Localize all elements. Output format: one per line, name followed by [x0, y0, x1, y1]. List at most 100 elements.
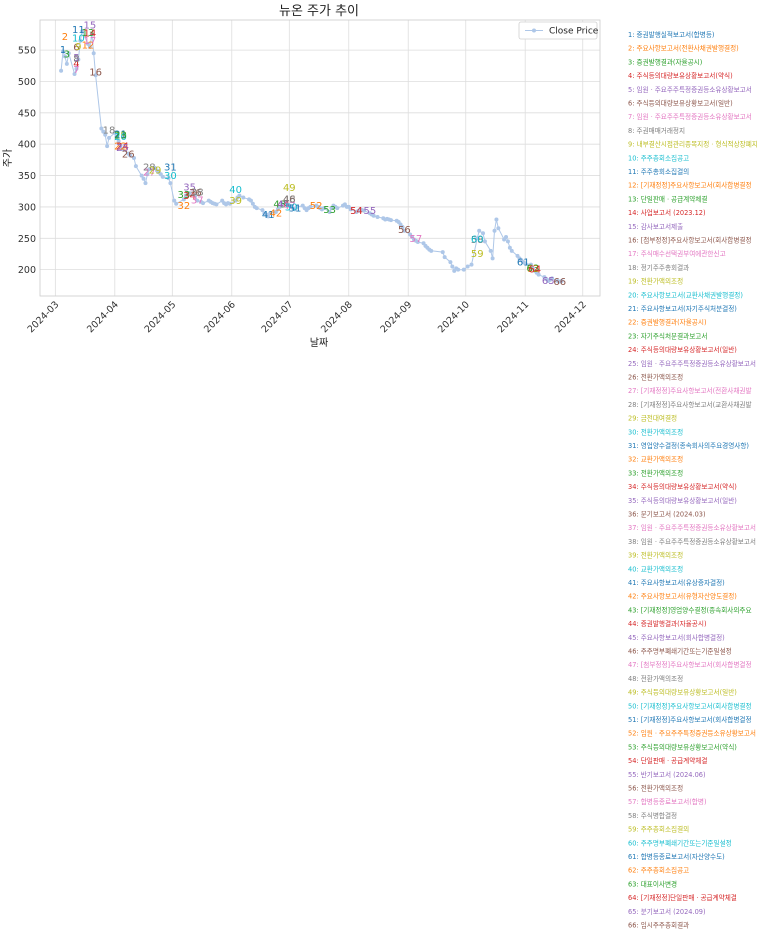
price-point	[448, 260, 453, 265]
price-point	[181, 197, 186, 202]
event-number-label: 18	[103, 125, 116, 136]
price-point	[195, 198, 200, 203]
price-point	[174, 201, 179, 206]
price-point	[166, 176, 171, 181]
price-point	[233, 198, 238, 203]
event-legend-item: 65: 분기보고서 (2024.09)	[628, 907, 706, 916]
price-point	[201, 201, 206, 206]
price-point	[469, 262, 474, 267]
price-point	[227, 201, 232, 206]
y-axis-title: 주가	[2, 149, 14, 167]
price-point	[260, 208, 265, 213]
price-point	[327, 209, 332, 214]
event-legend-item: 14: 사업보고서 (2023.12)	[628, 208, 706, 217]
y-tick-label: 250	[18, 234, 36, 245]
event-legend-item: 23: 자기주식처분결과보고서	[628, 331, 707, 340]
event-number-label: 24	[116, 142, 129, 153]
price-point	[85, 41, 90, 46]
event-legend-item: 43: [기재정정]영업양수결정(종속회사의주요	[628, 605, 752, 614]
price-point	[160, 174, 165, 179]
price-point	[504, 235, 509, 240]
price-point	[321, 206, 326, 211]
legend-marker-swatch	[532, 28, 536, 33]
price-point	[116, 139, 121, 144]
event-legend-item: 34: 주식등의대량보유상황보고서(약식)	[628, 482, 737, 491]
event-number-label: 55	[363, 206, 376, 217]
event-number-label: 38	[191, 187, 204, 198]
price-point	[101, 129, 106, 134]
price-point	[481, 231, 486, 236]
event-legend-item: 1: 증권발행실적보고서(합병등)	[628, 30, 714, 39]
event-number-label: 53	[323, 205, 336, 216]
price-point	[266, 214, 271, 219]
price-point	[62, 54, 67, 59]
event-legend-item: 42: 주요사항보고서(유형자산양도결정)	[628, 592, 737, 601]
event-number-label: 10	[72, 34, 85, 45]
price-point	[268, 211, 273, 216]
event-number-label: 4	[73, 59, 79, 70]
price-point	[237, 193, 242, 198]
x-tick-label: 2024-10	[436, 299, 472, 335]
price-point	[187, 191, 192, 196]
event-legend-item: 41: 주요사항보고서(유상증자결정)	[628, 578, 725, 587]
event-number-label: 9	[75, 42, 81, 53]
event-legend-item: 48: 전환가액의조정	[628, 674, 683, 683]
event-legend-item: 16: [첨부정정]주요사항보고서(회사합병결정	[628, 236, 752, 245]
event-legend-item: 64: [기재정정]단일판매ㆍ공급계약체결	[628, 893, 737, 902]
price-point	[168, 181, 173, 186]
plot-frame	[39, 19, 601, 297]
event-legend-item: 52: 임원ㆍ주요주주특정증권등소유상황보고서	[628, 729, 756, 738]
x-tick-label: 2024-06	[202, 299, 238, 335]
event-number-label: 20	[114, 132, 127, 143]
price-point	[254, 206, 259, 211]
event-legend-item: 56: 전환가액의조정	[628, 784, 683, 793]
event-legend-item: 45: 주요사항보고서(회사합병결정)	[628, 633, 725, 642]
x-tick-label: 2024-12	[553, 299, 589, 335]
event-legend-item: 13: 단일판매ㆍ공급계약체결	[628, 194, 707, 203]
price-point	[277, 204, 282, 209]
event-legend-item: 8: 주권매매거래정지	[628, 126, 685, 135]
price-point	[402, 228, 407, 233]
event-legend-item: 55: 반기보고서 (2024.06)	[628, 770, 706, 779]
event-number-label: 31	[164, 162, 177, 173]
legend-box: Close Price	[518, 21, 599, 40]
price-point	[440, 250, 445, 255]
event-labels: 1234567891011121314151617181920212223242…	[60, 21, 566, 289]
event-number-label: 66	[553, 277, 566, 288]
price-point	[87, 44, 92, 49]
x-axis-title: 날짜	[310, 337, 328, 349]
event-number-label: 5	[73, 53, 79, 64]
price-point	[105, 144, 110, 149]
price-point	[76, 57, 81, 62]
event-number-label: 59	[471, 249, 484, 260]
price-point	[64, 61, 69, 66]
y-tick-label: 350	[18, 171, 36, 182]
event-number-label: 64	[528, 265, 541, 276]
price-point	[141, 176, 146, 181]
event-number-label: 61	[517, 258, 530, 269]
event-legend-item: 9: 내부결산시점관리종목지정ㆍ형식적상장폐지	[628, 140, 758, 149]
event-legend-item: 17: 주식매수선택권부여에관한신고	[628, 249, 726, 258]
event-legend-item: 54: 단일판매ㆍ공급계약체결	[628, 756, 707, 765]
price-point	[118, 143, 123, 148]
price-point	[465, 264, 470, 269]
event-legend-item: 12: [기재정정]주요사항보고서(회사합병결정	[628, 181, 752, 190]
event-legend-item: 63: 대표이사변경	[628, 879, 677, 888]
price-point	[89, 32, 94, 37]
price-point	[214, 202, 219, 207]
event-number-label: 32	[177, 201, 190, 212]
price-point	[492, 228, 497, 233]
event-legend-item: 58: 주식병합결정	[628, 811, 677, 820]
event-number-label: 57	[410, 234, 423, 245]
event-legend-item: 51: [기재정정]주요사항보고서(회사합병결정	[628, 715, 752, 724]
price-point	[482, 239, 487, 244]
price-point	[477, 228, 482, 233]
price-point	[99, 126, 104, 131]
x-tick-label: 2024-03	[26, 299, 62, 335]
price-point	[507, 245, 512, 250]
event-number-label: 51	[289, 204, 302, 215]
price-point	[139, 173, 144, 178]
event-number-label: 25	[116, 143, 129, 154]
grid	[40, 20, 600, 296]
